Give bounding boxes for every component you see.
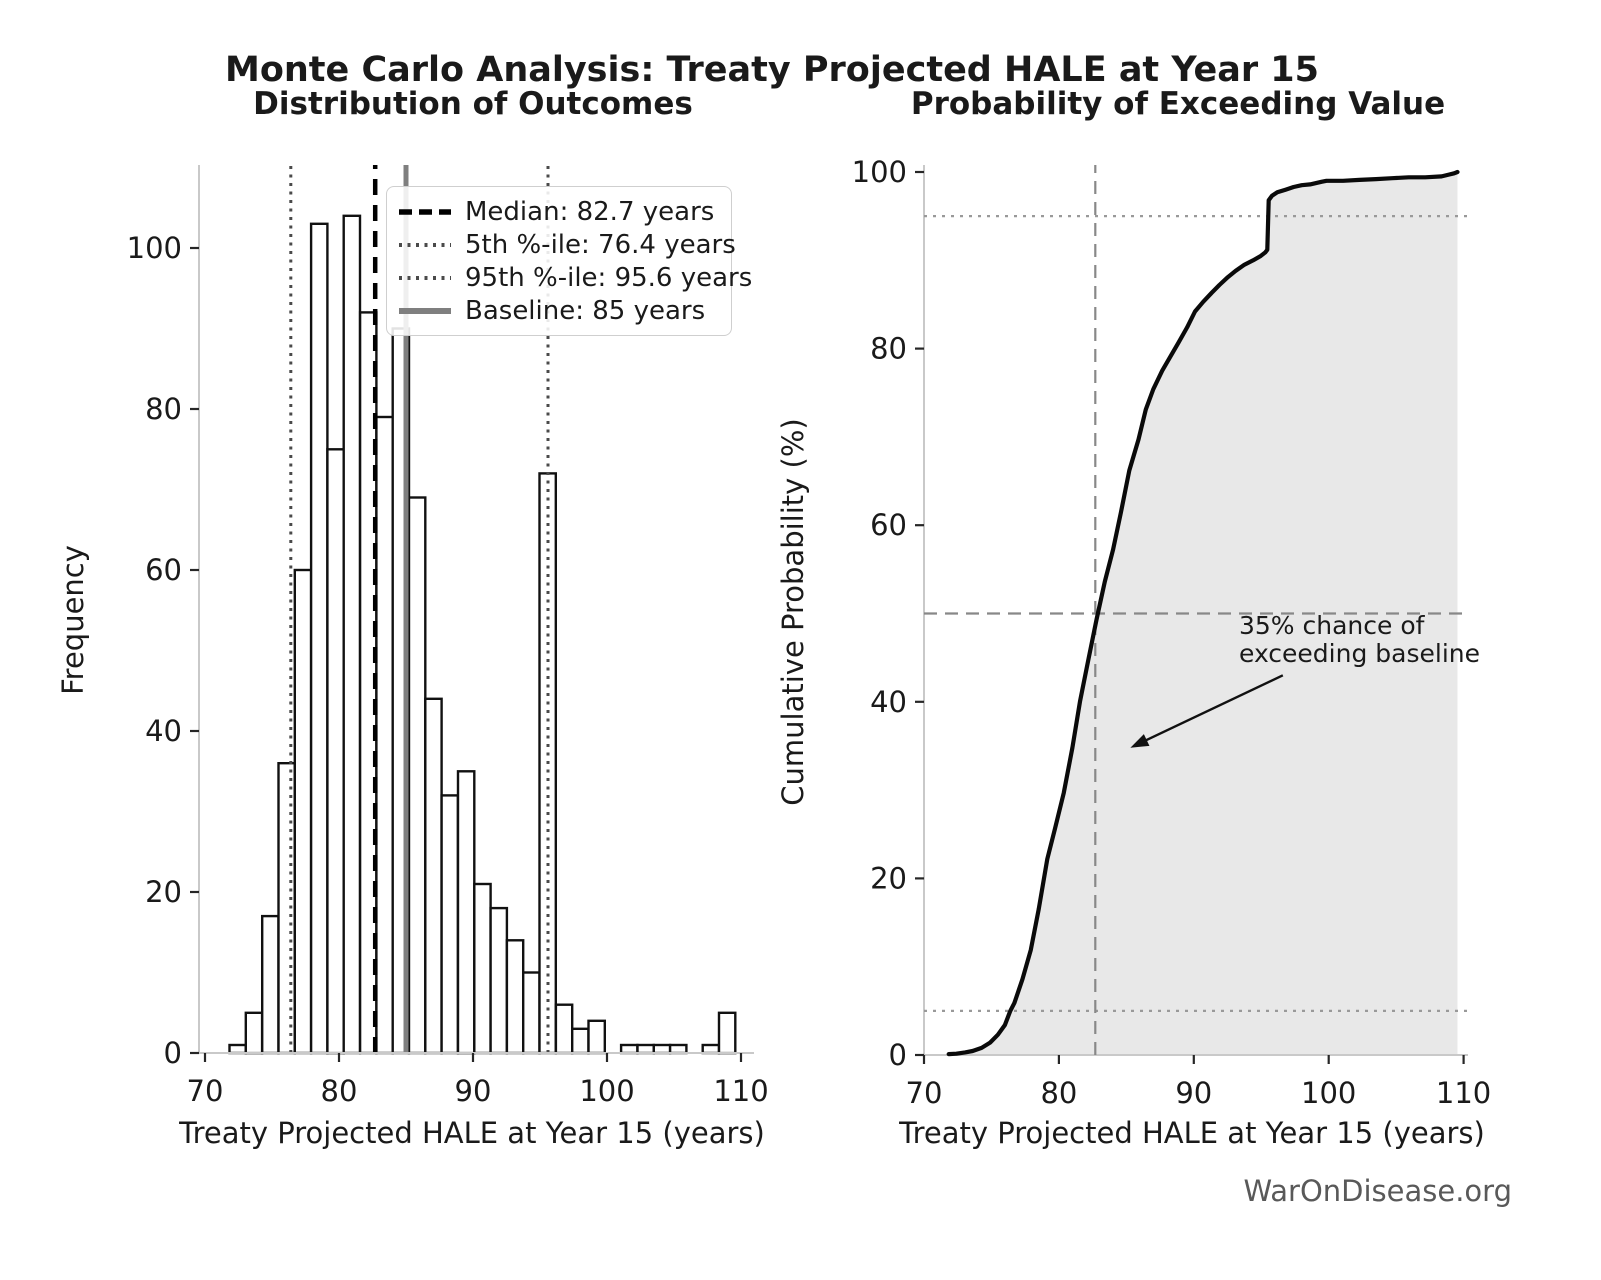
histogram-bar xyxy=(717,1011,737,1055)
annotation-arrow-head xyxy=(1130,734,1150,748)
annotation-text: 35% chance of exceeding baseline xyxy=(1239,612,1480,668)
annotation-arrow-shaft xyxy=(1140,674,1284,744)
histogram-bar xyxy=(261,914,280,1055)
x-tick-label: 70 xyxy=(906,1076,943,1110)
histogram-bar xyxy=(375,415,394,1055)
histogram-bar xyxy=(326,448,345,1055)
histogram-bar xyxy=(456,770,476,1055)
histogram-bar xyxy=(489,906,509,1055)
histogram-bar xyxy=(668,1043,688,1055)
legend-item: 95th %-ile: 95.6 years xyxy=(397,261,752,294)
annotation-line-2: exceeding baseline xyxy=(1239,639,1480,668)
histogram-bar xyxy=(636,1043,655,1055)
x-tick-label: 80 xyxy=(1040,1076,1077,1110)
y-tick-label: 100 xyxy=(852,155,907,189)
x-tick-label: 100 xyxy=(1301,1076,1356,1110)
histogram-bar xyxy=(587,1019,606,1055)
x-tick-label: 100 xyxy=(579,1074,634,1108)
y-tick-label: 40 xyxy=(145,714,182,748)
histogram-bar xyxy=(228,1043,247,1055)
y-tick-label: 100 xyxy=(127,231,182,265)
legend-label: 5th %-ile: 76.4 years xyxy=(465,229,736,260)
y-tick-label: 0 xyxy=(889,1038,907,1072)
histogram-bar xyxy=(522,971,541,1055)
histogram-bar xyxy=(701,1043,721,1055)
figure-title: Monte Carlo Analysis: Treaty Projected H… xyxy=(225,50,1319,90)
histogram-bar xyxy=(424,697,443,1055)
x-tick-label: 110 xyxy=(713,1074,768,1108)
y-tick-label: 80 xyxy=(870,332,907,366)
legend-line-sample xyxy=(399,242,451,247)
histogram-bar xyxy=(473,882,492,1055)
cdf-xaxis-label: Treaty Projected HALE at Year 15 (years) xyxy=(899,1116,1485,1150)
legend-label: Median: 82.7 years xyxy=(465,196,715,227)
histogram-bar xyxy=(309,222,329,1055)
histogram-bar xyxy=(407,496,427,1055)
y-tick-label: 60 xyxy=(870,508,907,542)
histogram-xaxis-label: Treaty Projected HALE at Year 15 (years) xyxy=(179,1116,765,1150)
cdf-curve xyxy=(946,169,1460,1057)
y-tick-label: 0 xyxy=(164,1036,182,1070)
histogram-bar xyxy=(652,1043,672,1055)
histogram-yaxis-label: Frequency xyxy=(56,545,90,695)
histogram-bar xyxy=(440,794,460,1055)
annotation-line-1: 35% chance of xyxy=(1239,611,1425,640)
legend-line-sample xyxy=(399,275,451,280)
histogram-bar xyxy=(342,214,362,1055)
y-tick-label: 20 xyxy=(870,861,907,895)
watermark-text: WarOnDisease.org xyxy=(1243,1174,1512,1208)
cdf-title: Probability of Exceeding Value xyxy=(910,86,1446,122)
x-tick-label: 90 xyxy=(1175,1076,1212,1110)
cdf-plot: 70 80 90 100 110 0 20 40 60 80 100 xyxy=(852,155,1492,1110)
y-tick-label: 80 xyxy=(145,392,182,426)
legend-item: Median: 82.7 years xyxy=(397,195,725,228)
x-tick-label: 80 xyxy=(321,1074,358,1108)
histogram-bar xyxy=(505,939,525,1055)
histogram-bar xyxy=(571,1027,590,1055)
legend-label: 95th %-ile: 95.6 years xyxy=(465,262,753,293)
legend-line-sample xyxy=(399,208,451,215)
histogram-bar xyxy=(619,1043,639,1055)
legend-item: Baseline: 85 years xyxy=(397,294,725,327)
y-tick-label: 60 xyxy=(145,553,182,587)
x-tick-label: 70 xyxy=(187,1074,224,1108)
histogram-title: Distribution of Outcomes xyxy=(253,86,693,122)
histogram-bar xyxy=(277,762,296,1055)
histogram-bars xyxy=(228,214,737,1055)
histogram-bar xyxy=(554,1003,574,1055)
legend-line-sample xyxy=(399,307,451,314)
legend-item: 5th %-ile: 76.4 years xyxy=(397,228,736,261)
histogram-plot: 70 80 90 100 110 0 20 40 60 80 100 xyxy=(127,165,769,1108)
legend-box: Median: 82.7 years 5th %-ile: 76.4 years 9… xyxy=(386,186,752,336)
y-tick-label: 20 xyxy=(145,875,182,909)
cdf-yaxis-label: Cumulative Probability (%) xyxy=(776,418,810,806)
legend-label: Baseline: 85 years xyxy=(465,295,706,326)
x-tick-label: 90 xyxy=(455,1074,492,1108)
x-tick-label: 110 xyxy=(1436,1076,1491,1110)
histogram-bar xyxy=(293,568,313,1055)
y-tick-label: 40 xyxy=(870,685,907,719)
histogram-bar xyxy=(244,1011,264,1055)
